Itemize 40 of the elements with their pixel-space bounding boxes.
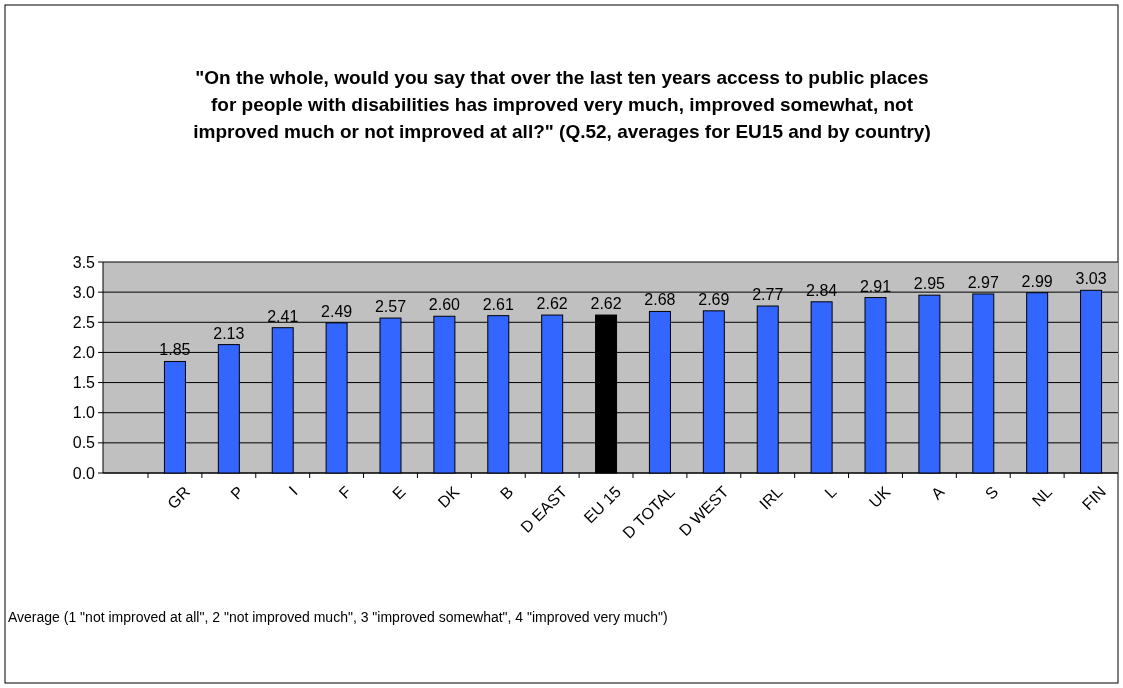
data-label: 2.69 (698, 290, 730, 308)
y-tick-label: 3.0 (72, 283, 96, 301)
x-tick-label: UK (865, 482, 894, 511)
x-tick-label: NL (1028, 482, 1056, 510)
data-label: 2.68 (644, 291, 676, 309)
chart-title: "On the whole, would you say that over the last ten years access to public places for people with disabilities has improved very much, improved somewhat, not improved much or not improved at all?" (Q.52, averages for EU15 and by country) (193, 67, 931, 142)
y-tick-label: 0.0 (72, 464, 96, 482)
data-label: 2.62 (536, 295, 568, 313)
text: Average (1 "not improved at all", 2 "not improved much", 3 "improved somewhat", 4 "improved very much") (8, 609, 668, 625)
x-tick-label: EU 15 (580, 482, 625, 527)
y-tick-label: 0.5 (72, 434, 96, 452)
x-tick-label: DK (434, 482, 463, 511)
x-tick-label: S (981, 483, 1002, 503)
data-label: 2.60 (428, 296, 461, 314)
x-tick-label: FIN (1078, 483, 1110, 514)
data-label: 2.41 (267, 307, 299, 325)
x-tick-label: GR (163, 483, 193, 513)
y-tick-label: 1.5 (72, 374, 96, 392)
data-label: 2.95 (913, 275, 946, 293)
y-tick-label: 3.5 (72, 253, 96, 271)
data-label: 2.62 (590, 295, 622, 313)
x-tick-label: F (335, 482, 355, 502)
y-tick-label: 1.0 (72, 404, 96, 422)
data-label: 2.57 (374, 298, 407, 316)
data-label: 2.61 (482, 295, 514, 313)
x-tick-label: P (227, 483, 247, 503)
x-tick-label: B (496, 483, 517, 503)
x-tick-label: I (285, 483, 301, 499)
data-label: 2.13 (213, 324, 245, 342)
data-label: 3.03 (1075, 270, 1107, 288)
x-tick-label: L (821, 482, 840, 502)
x-tick-label: IRL (756, 482, 786, 513)
data-label: 2.91 (859, 277, 892, 295)
x-tick-label: A (927, 482, 948, 503)
y-tick-label: 2.0 (72, 344, 96, 362)
x-tick-label: E (388, 483, 409, 503)
data-label: 2.97 (967, 273, 999, 291)
y-tick-label: 2.5 (72, 313, 96, 331)
data-label: 2.49 (321, 302, 353, 320)
data-label: 2.99 (1021, 272, 1053, 290)
